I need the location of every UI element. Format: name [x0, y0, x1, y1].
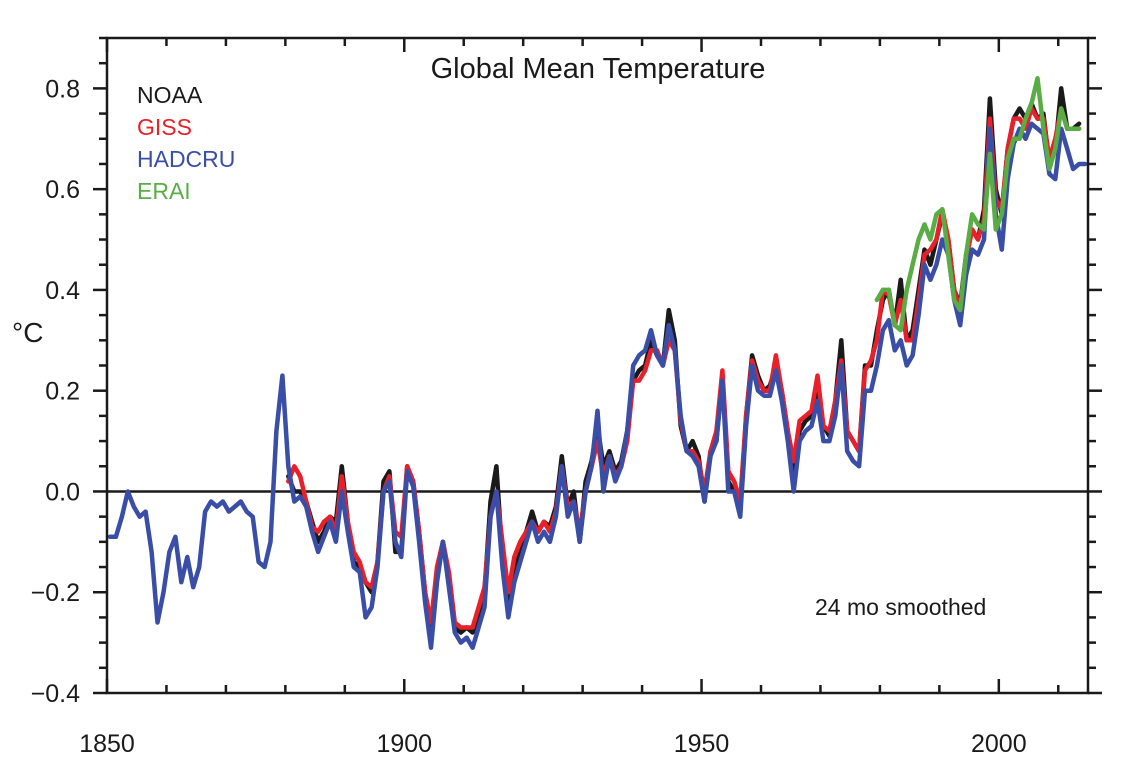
legend-entry-noaa: NOAA [137, 82, 203, 108]
x-tick-labels: 1850 1900 1950 2000 [79, 730, 1026, 758]
x-tick-label: 1950 [674, 730, 730, 758]
legend-entry-giss: GISS [137, 114, 192, 140]
plot-frame [105, 36, 1090, 695]
y-tick-label: 0.6 [45, 176, 80, 204]
legend: NOAA GISS HADCRU ERAI [137, 82, 235, 204]
smoothing-annotation: 24 mo smoothed [815, 594, 986, 620]
y-tick-label: −0.2 [31, 579, 80, 607]
series-line-noaa [286, 86, 1082, 635]
x-tick-label: 1850 [79, 730, 135, 758]
x-tick-label: 1900 [376, 730, 432, 758]
series-lines [107, 76, 1088, 650]
y-tick-label: 0.4 [45, 277, 80, 305]
y-axis-label: °C [12, 317, 43, 348]
legend-entry-hadcru: HADCRU [137, 146, 235, 172]
series-line-erai [874, 76, 1082, 333]
legend-entry-erai: ERAI [137, 178, 191, 204]
axis-ticks [93, 36, 1102, 695]
y-tick-label: 0.2 [45, 378, 80, 406]
series-line-hadcru [107, 121, 1088, 650]
series-line-giss [286, 106, 1082, 630]
x-tick-label: 2000 [971, 730, 1027, 758]
y-tick-label: −0.4 [31, 680, 80, 708]
y-tick-label: 0.8 [45, 75, 80, 103]
chart-title: Global Mean Temperature [431, 53, 766, 85]
y-tick-label: 0.0 [45, 478, 80, 506]
y-tick-labels: −0.4 −0.2 0.0 0.2 0.4 0.6 0.8 [31, 75, 80, 708]
